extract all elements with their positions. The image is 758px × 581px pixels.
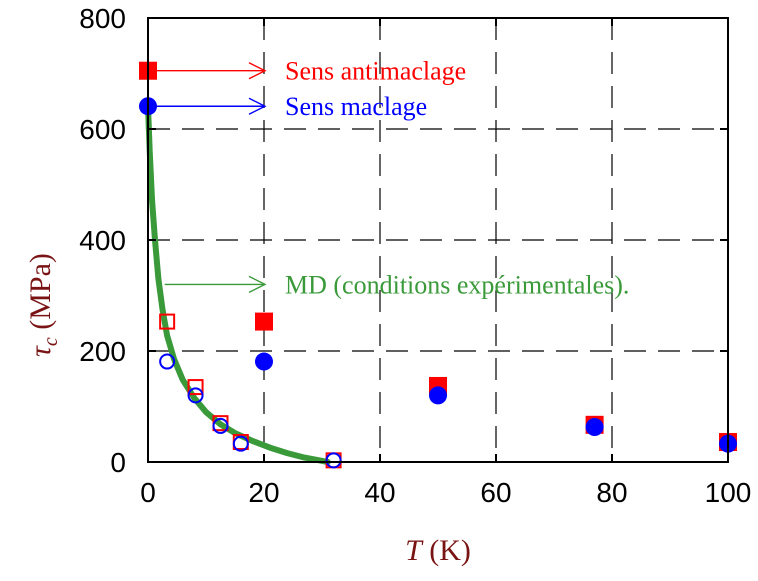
y-tick-label: 800 [79, 3, 126, 34]
open-square-point [159, 313, 176, 330]
x-tick-label: 60 [480, 477, 511, 508]
open-circle-point [325, 452, 342, 469]
annotation-label: MD (conditions expérimentales). [285, 270, 629, 299]
y-tick-label: 400 [79, 225, 126, 256]
antimaclage-point [255, 312, 273, 331]
grid-lines [148, 18, 728, 462]
data-markers [139, 61, 737, 469]
x-axis-label: T (K) [405, 534, 471, 567]
x-tick-label: 40 [364, 477, 395, 508]
y-axis-label: τc (MPa) [24, 253, 62, 357]
y-tick-label: 600 [79, 114, 126, 145]
x-tick-label: 20 [248, 477, 279, 508]
y-axis-subscript: c [40, 337, 62, 346]
annotation-label: Sens maclage [285, 92, 427, 121]
annotation-arrow-head [248, 275, 267, 294]
maclage-point [585, 418, 604, 437]
open-circle-point [187, 387, 204, 404]
annotations: Sens antimaclage Sens maclage MD (conditio… [156, 57, 629, 299]
open-circle-point [159, 353, 176, 370]
annotation-arrow-head [248, 62, 267, 80]
open-square-point [187, 379, 204, 396]
y-tick-label: 200 [79, 336, 126, 367]
open-circle-point [212, 417, 229, 434]
maclage-point [429, 386, 447, 405]
x-tick-label: 100 [705, 477, 752, 508]
annotation-label: Sens antimaclage [285, 57, 466, 86]
y-axis-symbol: τ [24, 345, 57, 357]
y-axis-unit: (MPa) [24, 253, 57, 337]
axis-ticks: 0 20 40 60 80 100 0 200 400 600 800 [79, 3, 751, 508]
x-axis-symbol: T [405, 534, 424, 567]
maclage-point [255, 352, 273, 371]
y-tick-label: 0 [110, 447, 126, 478]
x-axis-unit: (K) [422, 534, 471, 567]
x-tick-label: 80 [596, 477, 627, 508]
open-circle-point [232, 435, 249, 452]
x-tick-label: 0 [140, 477, 156, 508]
annotation-arrow-head [248, 97, 267, 115]
